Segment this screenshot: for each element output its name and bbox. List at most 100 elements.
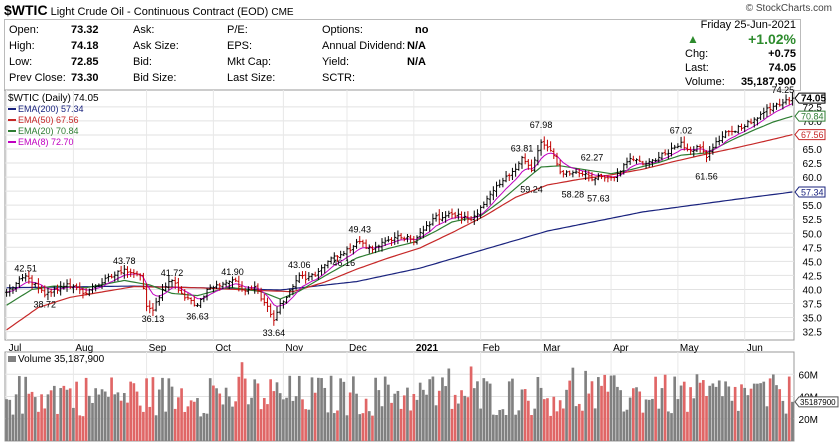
volume-bar — [247, 404, 250, 441]
price-annotation: 61.56 — [695, 171, 718, 181]
volume-bar — [11, 414, 15, 441]
price-bar — [437, 209, 441, 225]
price-bar — [20, 274, 24, 282]
price-annotation: 36.13 — [142, 314, 165, 324]
y-tick-label: 42.5 — [803, 271, 823, 282]
chart-header: $WTIC Light Crude Oil - Continuous Contr… — [4, 2, 294, 18]
volume-bar — [469, 366, 473, 441]
price-bar — [590, 172, 594, 182]
volume-bar — [498, 409, 502, 441]
volume-bar — [654, 376, 657, 441]
price-bar — [622, 163, 626, 175]
right-axis-tag — [794, 129, 826, 141]
price-bar — [94, 284, 98, 292]
price-bar — [110, 273, 114, 279]
volume-bar — [418, 382, 422, 441]
price-bar — [116, 270, 120, 282]
volume-bar — [727, 386, 731, 441]
price-bar — [129, 268, 133, 277]
volume-bar — [762, 381, 766, 441]
price-bar — [727, 130, 731, 137]
volume-bar — [262, 398, 266, 441]
volume-bar — [724, 381, 727, 441]
price-bar — [708, 146, 712, 161]
right-axis-tag-label: 67.56 — [801, 130, 824, 140]
volume-bar — [151, 377, 155, 441]
exchange-name: CME — [271, 7, 294, 18]
volume-bar — [472, 388, 476, 441]
volume-bar — [463, 395, 467, 441]
volume-value: 35,187,900 — [740, 76, 796, 88]
volume-bar — [507, 381, 511, 441]
quote-date: Friday 25-Jun-2021 — [700, 19, 796, 31]
volume-bar — [609, 375, 613, 441]
volume-bar — [154, 415, 158, 441]
price-bar — [472, 210, 476, 225]
volume-bar — [412, 393, 416, 441]
volume-bar — [434, 405, 438, 441]
price-bar — [316, 268, 320, 280]
price-bar — [775, 102, 779, 110]
volume-bar — [332, 413, 336, 441]
price-bar — [14, 281, 18, 292]
volume-bar — [329, 375, 333, 441]
volume-bar — [65, 389, 69, 441]
price-bar — [145, 283, 149, 312]
price-bar — [36, 278, 40, 294]
volume-bar — [616, 386, 619, 441]
price-bar — [596, 173, 600, 181]
ask-size-label: Ask Size: — [133, 40, 179, 52]
price-bar — [571, 170, 575, 178]
volume-bar — [730, 400, 734, 441]
price-bar — [97, 283, 101, 287]
price-bar — [138, 273, 142, 281]
price-bar — [453, 211, 457, 219]
volume-bar — [749, 388, 753, 441]
volume-bar — [740, 384, 743, 441]
price-bar — [577, 168, 581, 178]
options-label: Options: — [322, 24, 363, 36]
price-bar — [555, 152, 559, 166]
price-bar — [415, 235, 419, 245]
price-bar — [746, 119, 750, 128]
volume-bar — [81, 416, 85, 441]
volume-bar — [278, 393, 282, 441]
price-bar — [574, 168, 578, 175]
price-bar — [479, 205, 483, 219]
volume-bar — [437, 390, 441, 441]
volume-bar — [743, 387, 747, 441]
open-value: 73.32 — [71, 24, 99, 36]
price-panel-frame — [4, 89, 795, 341]
legend-entry: EMA(8) 72.70 — [18, 137, 74, 147]
price-bar — [211, 285, 215, 293]
price-bar — [425, 221, 429, 231]
price-bar — [603, 175, 607, 182]
volume-bar — [597, 377, 600, 441]
price-bar — [320, 264, 324, 276]
price-bar — [733, 130, 737, 134]
price-bar — [561, 170, 565, 178]
price-bar — [755, 117, 759, 126]
volume-bar — [5, 399, 8, 441]
volume-bar — [256, 383, 260, 441]
volume-bar — [768, 378, 772, 441]
price-bar — [364, 239, 368, 250]
x-axis-label: Nov — [285, 343, 303, 354]
volume-bar — [135, 391, 139, 441]
price-bar — [638, 155, 642, 163]
price-annotation: 62.27 — [581, 152, 604, 162]
change-percent: +1.02% — [748, 31, 796, 47]
price-bar — [740, 123, 744, 131]
volume-bar — [666, 411, 670, 441]
price-bar — [167, 275, 171, 291]
price-bar — [335, 255, 339, 262]
price-bar — [81, 287, 85, 299]
price-bar — [720, 131, 724, 144]
price-bar — [730, 125, 734, 136]
volume-bar — [336, 410, 339, 441]
volume-bar — [183, 411, 187, 441]
price-bar — [125, 266, 129, 278]
price-bar — [135, 270, 139, 277]
price-annotation: 42.51 — [14, 263, 37, 273]
volume-bar — [670, 413, 673, 441]
